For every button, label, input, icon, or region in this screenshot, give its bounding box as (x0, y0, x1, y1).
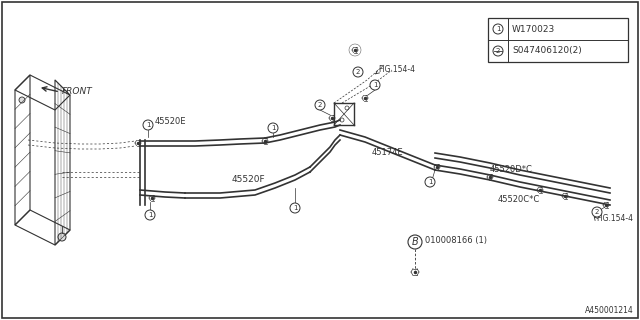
Circle shape (340, 118, 344, 122)
Text: FIG.154-4: FIG.154-4 (596, 214, 633, 223)
Text: 1: 1 (271, 125, 275, 131)
Text: 1: 1 (148, 212, 152, 218)
Text: B: B (412, 237, 419, 247)
Text: A450001214: A450001214 (585, 306, 634, 315)
Text: W170023: W170023 (512, 25, 556, 34)
Circle shape (145, 210, 155, 220)
Circle shape (493, 24, 503, 34)
Text: 2: 2 (595, 209, 599, 215)
Text: 1: 1 (496, 26, 500, 32)
Circle shape (493, 46, 503, 56)
Text: 010008166 (1): 010008166 (1) (425, 236, 487, 245)
Circle shape (425, 177, 435, 187)
Text: 1: 1 (372, 82, 377, 88)
Circle shape (353, 67, 363, 77)
Text: FRONT: FRONT (62, 87, 93, 97)
Circle shape (315, 100, 325, 110)
Text: 2: 2 (318, 102, 322, 108)
Circle shape (370, 80, 380, 90)
Text: 45520F: 45520F (231, 175, 265, 184)
FancyBboxPatch shape (488, 18, 628, 62)
Text: FIG.154-4: FIG.154-4 (378, 65, 415, 74)
Text: 45520E: 45520E (155, 117, 186, 126)
Circle shape (143, 120, 153, 130)
Text: 45174E: 45174E (371, 148, 403, 157)
Text: 1: 1 (292, 205, 297, 211)
Circle shape (268, 123, 278, 133)
Text: 45520D*C: 45520D*C (490, 165, 533, 174)
Circle shape (290, 203, 300, 213)
Text: 2: 2 (356, 69, 360, 75)
Text: 45520C*C: 45520C*C (498, 195, 540, 204)
Circle shape (345, 106, 349, 110)
Text: S047406120(2): S047406120(2) (512, 46, 582, 55)
Circle shape (19, 97, 25, 103)
Text: 1: 1 (428, 179, 432, 185)
Text: 1: 1 (146, 122, 150, 128)
Circle shape (58, 233, 66, 241)
Text: 2: 2 (496, 48, 500, 54)
Circle shape (408, 235, 422, 249)
Circle shape (592, 207, 602, 217)
